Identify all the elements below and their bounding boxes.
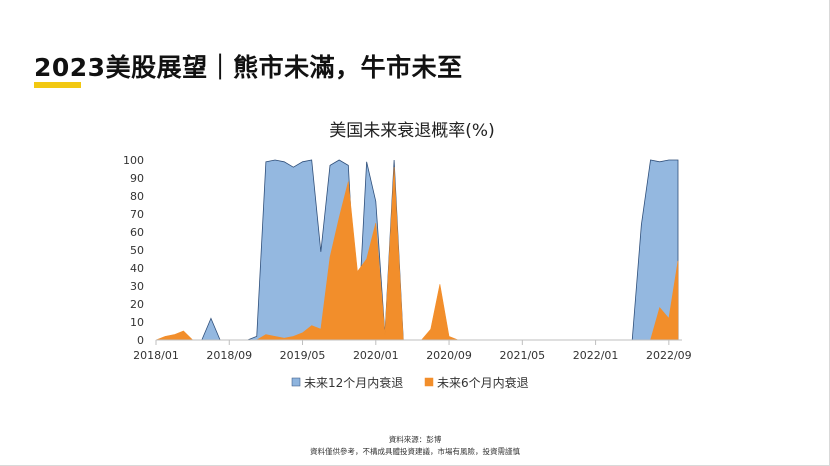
y-tick-label: 70	[130, 208, 144, 221]
x-tick-label: 2020/09	[426, 349, 472, 362]
legend-label: 未来12个月内衰退	[304, 375, 403, 390]
chart-title: 美国未来衰退概率(%)	[329, 121, 494, 141]
x-tick-label: 2020/01	[353, 349, 399, 362]
x-tick-label: 2022/01	[573, 349, 619, 362]
series-area-6m	[155, 167, 679, 341]
y-tick-label: 40	[130, 262, 144, 275]
y-tick-label: 0	[137, 334, 144, 347]
chart-axes: 0 10 20 30 40 50 60 70 80 90 100 2018/01 2018/09 2019…	[123, 154, 692, 362]
y-tick-label: 100	[123, 154, 144, 167]
y-tick-label: 30	[130, 280, 144, 293]
slide-title: 2023美股展望｜熊市未滿，牛市未至	[34, 53, 463, 82]
y-tick-label: 60	[130, 226, 144, 239]
x-tick-label: 2021/05	[499, 349, 545, 362]
legend-label: 未来6个月内衰退	[437, 375, 529, 390]
series-area-12m	[156, 159, 679, 341]
chart-legend: 未来12个月内衰退 未来6个月内衰退	[291, 375, 529, 390]
x-tick-label: 2018/01	[133, 349, 179, 362]
y-tick-label: 90	[130, 172, 144, 185]
y-tick-label: 10	[130, 316, 144, 329]
chart-plot-area	[155, 159, 679, 341]
footer-disclaimer: 資料僅供參考，不構成具體投資建議，市場有風險，投資需謹慎	[310, 447, 520, 456]
y-tick-label: 80	[130, 190, 144, 203]
legend-swatch	[291, 377, 301, 387]
footer-source: 資料來源：彭博	[388, 435, 442, 444]
x-tick-label: 2019/05	[280, 349, 326, 362]
y-tick-label: 20	[130, 298, 144, 311]
legend-swatch	[424, 377, 434, 387]
x-tick-label: 2022/09	[646, 349, 692, 362]
title-accent-bar	[34, 82, 81, 88]
x-tick-label: 2018/09	[206, 349, 252, 362]
y-tick-label: 50	[130, 244, 144, 257]
